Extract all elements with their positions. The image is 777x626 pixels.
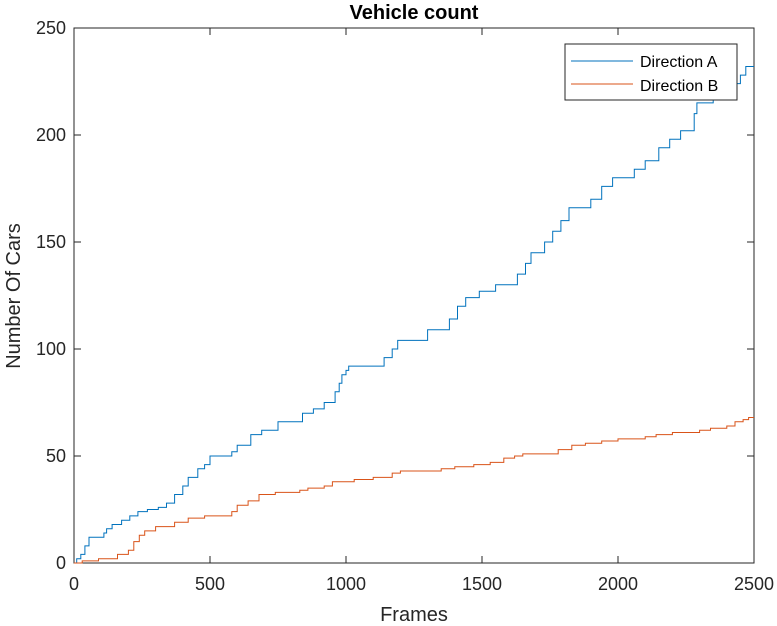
- y-tick-label: 250: [36, 18, 66, 38]
- legend-box: [564, 43, 738, 101]
- y-tick-label: 100: [36, 339, 66, 359]
- series-line-direction-a: [74, 66, 754, 564]
- x-axis: 0 500 1000 1500 2000 2500: [69, 28, 774, 594]
- y-tick-label: 50: [46, 446, 66, 466]
- y-tick-label: 150: [36, 232, 66, 252]
- y-tick-label: 0: [56, 553, 66, 573]
- x-tick-label: 2500: [734, 574, 774, 594]
- x-tick-label: 0: [69, 574, 79, 594]
- y-axis-label: Number Of Cars: [3, 223, 25, 369]
- series-layer: [74, 66, 754, 564]
- legend-label-direction-a: Direction A: [640, 54, 718, 71]
- plot-area: [73, 27, 755, 564]
- y-tick-label: 200: [36, 125, 66, 145]
- legend: Direction A Direction B: [564, 43, 738, 101]
- x-tick-label: 500: [195, 574, 225, 594]
- legend-label-direction-b: Direction B: [640, 78, 718, 95]
- series-line-direction-b: [74, 417, 754, 564]
- chart-title: Vehicle count: [350, 2, 479, 24]
- x-axis-label: Frames: [380, 604, 448, 626]
- x-tick-label: 1500: [462, 574, 502, 594]
- x-tick-label: 1000: [326, 574, 366, 594]
- x-tick-label: 2000: [598, 574, 638, 594]
- y-axis: 0 50 100 150 200 250: [36, 18, 754, 573]
